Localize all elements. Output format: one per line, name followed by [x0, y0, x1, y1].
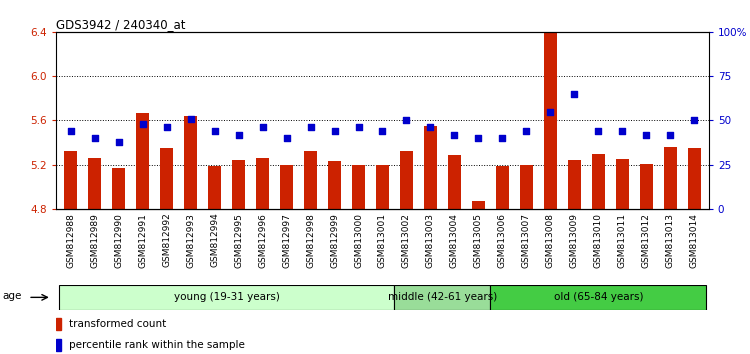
Text: young (19-31 years): young (19-31 years) — [174, 292, 280, 302]
Bar — [280, 165, 293, 209]
Point — [352, 125, 364, 130]
Text: GSM812992: GSM812992 — [162, 213, 171, 267]
Text: GSM812999: GSM812999 — [330, 213, 339, 268]
Bar — [64, 152, 77, 209]
Point — [232, 132, 244, 137]
Bar — [56, 318, 61, 330]
Point — [496, 135, 508, 141]
Text: middle (42-61 years): middle (42-61 years) — [388, 292, 497, 302]
Bar — [256, 158, 269, 209]
Bar — [520, 165, 533, 209]
Bar — [328, 161, 341, 209]
Point — [688, 118, 700, 123]
Point — [184, 116, 196, 121]
Text: GSM812991: GSM812991 — [138, 213, 147, 268]
Bar — [400, 152, 413, 209]
Bar — [424, 126, 437, 209]
Point — [88, 135, 101, 141]
Point — [424, 125, 436, 130]
Text: GSM813001: GSM813001 — [378, 213, 387, 268]
Text: GSM813005: GSM813005 — [474, 213, 483, 268]
Text: GSM813000: GSM813000 — [354, 213, 363, 268]
Bar — [56, 338, 61, 351]
Point — [592, 128, 604, 134]
Point — [640, 132, 652, 137]
Text: GSM813012: GSM813012 — [642, 213, 651, 268]
Bar — [664, 147, 677, 209]
Text: GSM813011: GSM813011 — [618, 213, 627, 268]
Text: transformed count: transformed count — [69, 319, 166, 329]
Text: old (65-84 years): old (65-84 years) — [554, 292, 644, 302]
Point — [520, 128, 532, 134]
Point — [472, 135, 484, 141]
Text: GSM813003: GSM813003 — [426, 213, 435, 268]
Bar — [376, 165, 389, 209]
Point — [376, 128, 388, 134]
Bar — [208, 166, 221, 209]
Bar — [490, 285, 706, 310]
Text: GSM812996: GSM812996 — [258, 213, 267, 268]
Point — [568, 91, 580, 97]
Bar — [448, 155, 461, 209]
Point — [64, 128, 76, 134]
Bar — [394, 285, 490, 310]
Text: percentile rank within the sample: percentile rank within the sample — [69, 339, 245, 350]
Bar — [184, 116, 197, 209]
Point — [209, 128, 220, 134]
Bar — [352, 165, 365, 209]
Text: GSM813004: GSM813004 — [450, 213, 459, 268]
Text: GDS3942 / 240340_at: GDS3942 / 240340_at — [56, 18, 186, 31]
Text: GSM812998: GSM812998 — [306, 213, 315, 268]
Text: GSM812995: GSM812995 — [234, 213, 243, 268]
Point — [616, 128, 628, 134]
Point — [448, 132, 460, 137]
Bar — [544, 4, 557, 209]
Point — [112, 139, 125, 144]
Text: GSM813007: GSM813007 — [522, 213, 531, 268]
Bar — [616, 159, 629, 209]
Text: GSM812990: GSM812990 — [114, 213, 123, 268]
Point — [544, 109, 556, 114]
Point — [280, 135, 292, 141]
Bar — [592, 154, 605, 209]
Bar — [688, 148, 701, 209]
Text: GSM813008: GSM813008 — [546, 213, 555, 268]
Text: GSM812989: GSM812989 — [90, 213, 99, 268]
Point — [136, 121, 148, 127]
Text: GSM812997: GSM812997 — [282, 213, 291, 268]
Bar — [88, 158, 101, 209]
Bar — [568, 160, 581, 209]
Bar — [472, 201, 485, 209]
Text: GSM812993: GSM812993 — [186, 213, 195, 268]
Text: GSM813014: GSM813014 — [690, 213, 699, 268]
Text: GSM813013: GSM813013 — [666, 213, 675, 268]
Point — [256, 125, 268, 130]
Text: GSM813009: GSM813009 — [570, 213, 579, 268]
Bar — [232, 160, 245, 209]
Point — [160, 125, 172, 130]
Bar — [136, 113, 149, 209]
Point — [328, 128, 340, 134]
Point — [400, 118, 412, 123]
Bar — [112, 168, 125, 209]
Bar — [304, 152, 317, 209]
Text: GSM813006: GSM813006 — [498, 213, 507, 268]
Bar — [640, 164, 653, 209]
Point — [304, 125, 316, 130]
Text: GSM813002: GSM813002 — [402, 213, 411, 268]
Text: GSM813010: GSM813010 — [594, 213, 603, 268]
Bar — [160, 148, 173, 209]
Text: age: age — [3, 291, 22, 301]
Bar — [496, 166, 509, 209]
Text: GSM812994: GSM812994 — [210, 213, 219, 267]
Point — [664, 132, 676, 137]
Text: GSM812988: GSM812988 — [66, 213, 75, 268]
Bar — [58, 285, 394, 310]
